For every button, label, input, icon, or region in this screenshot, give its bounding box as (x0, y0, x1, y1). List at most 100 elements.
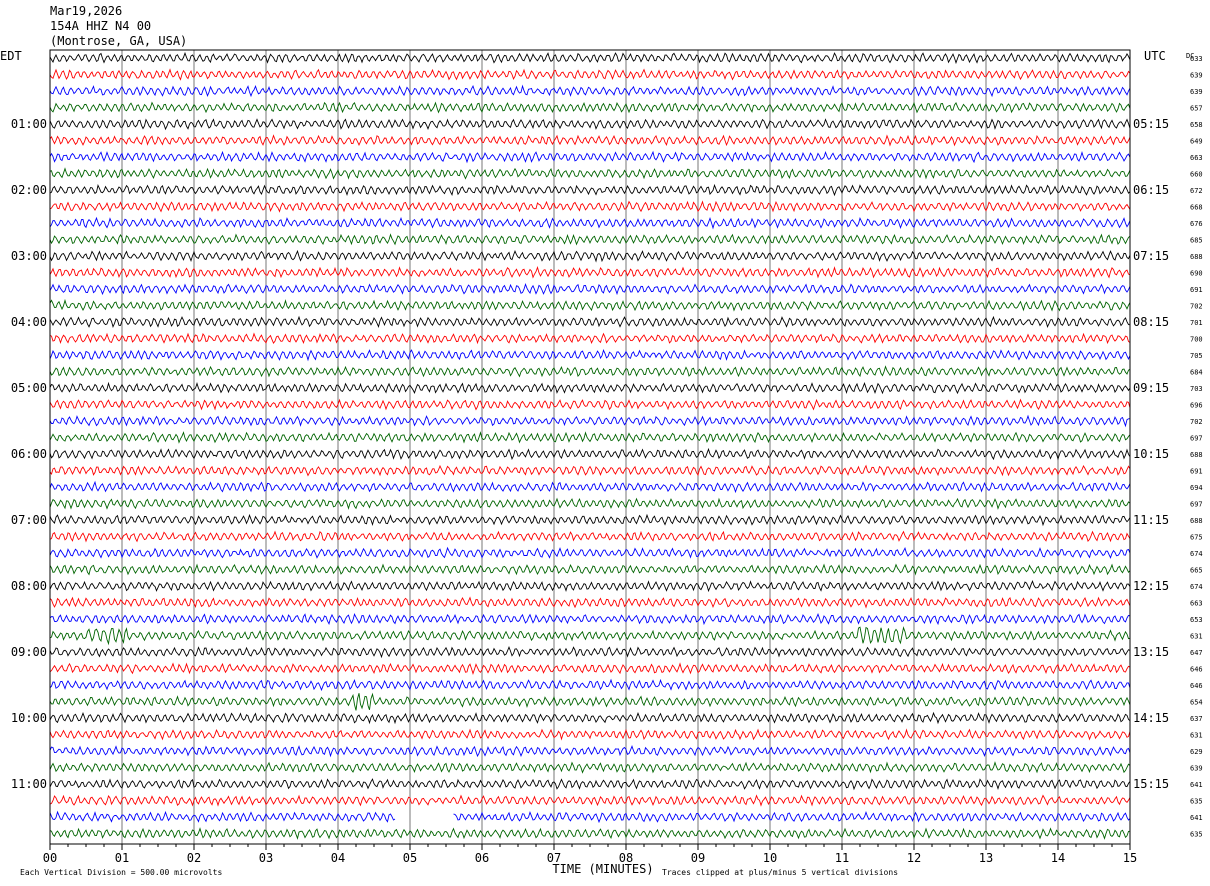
trace-line (49, 513, 1131, 527)
x-tick-label: 06 (475, 851, 489, 865)
trace-line (49, 68, 1131, 81)
trace-line (49, 497, 1131, 510)
trace-line (49, 249, 1131, 263)
x-tick-label: 04 (331, 851, 345, 865)
trace-line (49, 266, 1131, 279)
trace-line (49, 134, 1131, 147)
trace-line (49, 101, 1131, 114)
dc-offset-label: 705 (1190, 352, 1203, 360)
edt-hour-label: 11:00 (11, 777, 47, 791)
trace-line (49, 150, 1131, 164)
trace-line (49, 51, 1131, 65)
dc-offset-label: 641 (1190, 781, 1203, 789)
x-tick-label: 05 (403, 851, 417, 865)
x-tick-label: 11 (835, 851, 849, 865)
trace-line (49, 381, 1131, 395)
x-tick-label: 08 (619, 851, 633, 865)
trace-line (49, 827, 1131, 840)
dc-offset-label: 660 (1190, 171, 1203, 179)
x-tick-label: 10 (763, 851, 777, 865)
plot-date: Mar19,2026 (50, 4, 123, 18)
trace-line (49, 480, 1131, 494)
edt-hour-label: 04:00 (11, 315, 47, 329)
dc-offset-label: 633 (1190, 55, 1203, 63)
trace-line (49, 365, 1131, 378)
dc-offset-label: 629 (1190, 748, 1203, 756)
x-tick-label: 09 (691, 851, 705, 865)
x-tick-label: 02 (187, 851, 201, 865)
trace-line (49, 711, 1131, 725)
trace-line (49, 692, 1131, 711)
dc-offset-label: 697 (1190, 501, 1203, 509)
dc-offset-label: 653 (1190, 616, 1203, 624)
trace-line (49, 298, 1131, 312)
trace-line (49, 332, 1131, 345)
plot-frame (49, 49, 1131, 845)
dc-offset-label: 701 (1190, 319, 1203, 327)
dc-offset-label: 697 (1190, 435, 1203, 443)
dc-offset-label: 635 (1190, 831, 1203, 839)
dc-offset-label: 657 (1190, 105, 1203, 113)
dc-offset-label: 690 (1190, 270, 1203, 278)
edt-hour-label: 07:00 (11, 513, 47, 527)
x-axis-label: TIME (MINUTES) (552, 862, 653, 876)
trace-line (49, 626, 1131, 646)
trace-line (49, 596, 1131, 609)
dc-offset-label: 646 (1190, 666, 1203, 674)
dc-offset-label: 637 (1190, 715, 1203, 723)
x-tick-label: 01 (115, 851, 129, 865)
trace-line (49, 315, 1131, 329)
edt-axis-label: EDT (0, 49, 22, 63)
dc-offset-label: 702 (1190, 303, 1203, 311)
dc-offset-label: 694 (1190, 484, 1203, 492)
trace-line (49, 216, 1131, 230)
x-tick-label: 07 (547, 851, 561, 865)
trace-line (49, 84, 1131, 98)
dc-offset-label: 639 (1190, 72, 1203, 80)
trace-line (49, 431, 1131, 444)
trace-line (49, 233, 1131, 246)
dc-offset-label: 647 (1190, 649, 1203, 657)
dc-offset-label: 639 (1190, 88, 1203, 96)
x-tick-label: 03 (259, 851, 273, 865)
x-tick-label: 15 (1123, 851, 1137, 865)
trace-line (49, 645, 1131, 659)
dc-offset-label: 635 (1190, 798, 1203, 806)
dc-offset-label: 654 (1190, 699, 1203, 707)
utc-axis-label: UTC (1144, 49, 1166, 63)
dc-offset-label: 696 (1190, 402, 1203, 410)
dc-offset-label: 676 (1190, 220, 1203, 228)
trace-line (49, 678, 1131, 692)
utc-hour-label: 06:15 (1133, 183, 1169, 197)
dc-offset-label: 631 (1190, 633, 1203, 641)
dc-offset-label: 684 (1190, 369, 1203, 377)
utc-hour-label: 11:15 (1133, 513, 1169, 527)
trace-line (49, 744, 1131, 758)
dc-header-label: DC (1186, 52, 1194, 60)
station-code: 154A HHZ N4 00 (50, 19, 152, 33)
utc-hour-label: 12:15 (1133, 579, 1169, 593)
dc-offset-label: 646 (1190, 682, 1203, 690)
utc-hour-label: 07:15 (1133, 249, 1169, 263)
trace-line (49, 563, 1131, 576)
dc-offset-label: 665 (1190, 567, 1203, 575)
dc-offset-label: 703 (1190, 385, 1203, 393)
dc-offset-label: 639 (1190, 765, 1203, 773)
plot-grid (49, 50, 1131, 850)
x-tick-label: 12 (907, 851, 921, 865)
trace-group (49, 51, 1131, 840)
trace-line (49, 612, 1131, 626)
dc-offset-label: 641 (1190, 814, 1203, 822)
plot-header: Mar19,2026 154A HHZ N4 00 (Montrose, GA,… (50, 4, 187, 49)
edt-hour-label: 05:00 (11, 381, 47, 395)
dc-offset-label: 672 (1190, 187, 1203, 195)
utc-hour-label: 08:15 (1133, 315, 1169, 329)
trace-line (49, 200, 1131, 213)
trace-line (49, 398, 1131, 411)
utc-hour-label: 13:15 (1133, 645, 1169, 659)
dc-offset-label: 691 (1190, 286, 1203, 294)
dc-offset-label: 649 (1190, 138, 1203, 146)
utc-hour-label: 14:15 (1133, 711, 1169, 725)
dc-offset-label: 674 (1190, 550, 1203, 558)
